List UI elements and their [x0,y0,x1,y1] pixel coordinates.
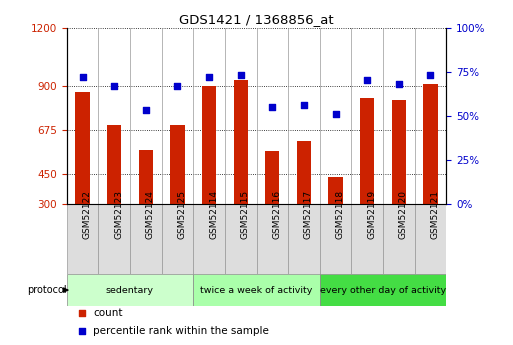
Text: GSM52115: GSM52115 [241,190,250,239]
Bar [193,204,225,274]
Bar [170,126,185,204]
Text: percentile rank within the sample: percentile rank within the sample [93,326,269,336]
Text: GSM52121: GSM52121 [430,190,440,239]
Text: count: count [93,308,123,318]
Point [426,72,435,78]
Text: GSM52123: GSM52123 [114,190,123,239]
Title: GDS1421 / 1368856_at: GDS1421 / 1368856_at [179,13,334,27]
Bar [297,141,311,204]
Bar [107,126,121,204]
Point [142,108,150,113]
Bar [193,274,320,306]
Text: protocol: protocol [27,285,67,295]
Text: GSM52116: GSM52116 [272,190,281,239]
Point [394,81,403,87]
Point [110,83,118,88]
Point [78,328,86,334]
Bar [233,80,248,204]
Point [173,83,182,88]
Bar [67,274,193,306]
Bar [288,204,320,274]
Bar [320,274,446,306]
Text: GSM52117: GSM52117 [304,190,313,239]
Point [78,74,87,80]
Text: GSM52122: GSM52122 [83,190,91,239]
Bar [265,151,280,204]
Bar [351,204,383,274]
Text: sedentary: sedentary [106,286,154,295]
Text: GSM52114: GSM52114 [209,190,218,239]
Point [78,310,86,316]
Bar [360,98,374,204]
Text: GSM52119: GSM52119 [367,190,376,239]
Bar [392,100,406,204]
Bar [75,92,90,204]
Bar [139,150,153,204]
Text: GSM52125: GSM52125 [177,190,186,239]
Point [236,72,245,78]
Bar [67,204,98,274]
Text: GSM52120: GSM52120 [399,190,408,239]
Point [331,111,340,117]
Text: every other day of activity: every other day of activity [320,286,446,295]
Point [363,78,371,83]
Text: twice a week of activity: twice a week of activity [200,286,313,295]
Bar [423,84,438,204]
Bar [130,204,162,274]
Bar [383,204,415,274]
Bar [162,204,193,274]
Point [205,74,213,80]
Bar [415,204,446,274]
Text: GSM52118: GSM52118 [336,190,345,239]
Bar [225,204,256,274]
Bar [202,86,216,204]
Bar [328,177,343,204]
Bar [98,204,130,274]
Bar [320,204,351,274]
Text: GSM52124: GSM52124 [146,190,155,239]
Bar [256,204,288,274]
Point [268,104,277,110]
Point [300,102,308,108]
